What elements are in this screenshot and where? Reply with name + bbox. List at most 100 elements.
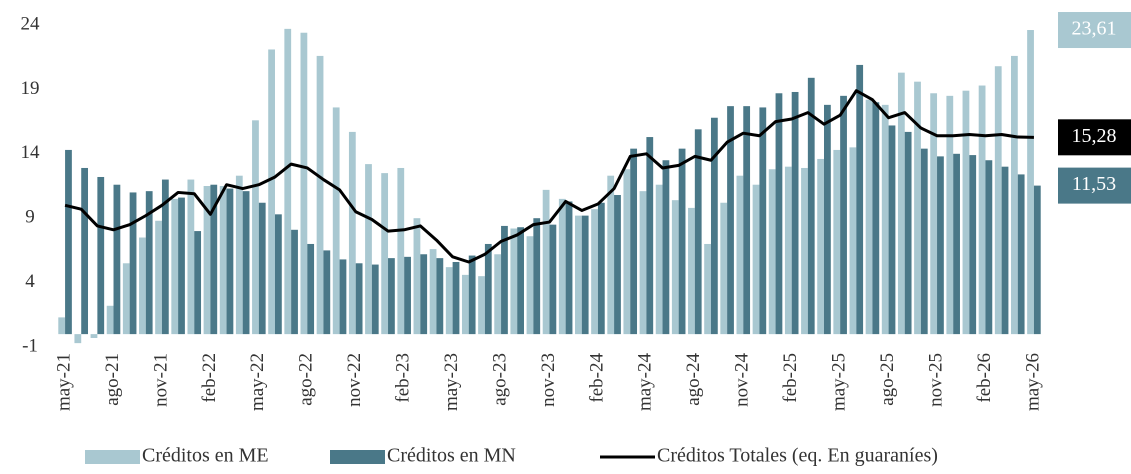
end-label: 11,53 <box>1072 173 1116 195</box>
bar <box>791 91 799 335</box>
bar <box>307 243 315 335</box>
bar <box>872 102 880 335</box>
bar <box>371 264 379 335</box>
bar <box>736 175 744 335</box>
bar <box>671 200 679 335</box>
bar <box>720 202 728 335</box>
x-tick-label: feb-24 <box>586 353 607 403</box>
bar <box>381 173 389 335</box>
x-tick-label: may-24 <box>635 353 656 412</box>
legend-label: Créditos en MN <box>387 445 516 467</box>
bar <box>752 184 760 335</box>
bar <box>242 191 250 335</box>
bar <box>332 107 340 335</box>
bar <box>268 49 275 335</box>
bar <box>549 224 557 335</box>
bar <box>300 32 308 335</box>
bar <box>904 131 912 335</box>
bar <box>784 166 792 335</box>
bar <box>365 164 372 335</box>
bar <box>881 104 889 335</box>
bar <box>833 149 841 335</box>
bar <box>323 250 331 335</box>
bar <box>607 175 615 335</box>
bar <box>1033 185 1041 335</box>
x-tick-label: ago-24 <box>683 353 704 406</box>
bar <box>558 198 566 335</box>
bar <box>526 236 534 335</box>
bar <box>807 77 815 335</box>
bar <box>316 55 324 335</box>
x-tick-label: may-22 <box>247 353 268 411</box>
x-tick-label: may-21 <box>53 353 74 411</box>
y-tick-label: 9 <box>25 207 35 228</box>
x-tick-label: nov-25 <box>925 353 946 407</box>
bar <box>461 274 469 335</box>
bar <box>614 195 621 335</box>
bar <box>445 267 453 335</box>
bar <box>65 149 72 335</box>
bar <box>484 243 492 335</box>
end-label: 23,61 <box>1072 18 1117 40</box>
bar <box>969 155 977 335</box>
bar <box>171 198 179 335</box>
bar <box>533 218 541 335</box>
bar <box>694 129 702 335</box>
x-tick-label: nov-23 <box>538 353 559 407</box>
bar <box>284 28 292 335</box>
bar <box>274 214 282 335</box>
end-label-box <box>1058 119 1131 156</box>
bar <box>1010 55 1018 335</box>
bar <box>639 191 647 335</box>
end-label: 15,28 <box>1072 125 1117 147</box>
bar <box>97 176 105 335</box>
bar <box>81 167 89 335</box>
bar <box>985 160 993 335</box>
legend-label: Créditos Totales (eq. En guaraníes) <box>657 445 938 467</box>
bar <box>817 158 825 335</box>
x-tick-label: nov-24 <box>732 353 753 407</box>
bar <box>219 186 227 335</box>
bar <box>630 148 638 335</box>
bar <box>768 169 776 335</box>
bar <box>759 107 767 335</box>
x-tick-label: ago-21 <box>102 353 123 406</box>
bar <box>468 255 476 335</box>
bar <box>953 153 960 335</box>
bar <box>58 317 66 335</box>
bar <box>1027 30 1034 335</box>
bar <box>122 263 130 335</box>
bar <box>978 85 986 335</box>
bar <box>937 156 944 335</box>
legend-swatch <box>330 450 385 464</box>
bar <box>865 99 873 335</box>
bar <box>655 184 663 335</box>
bar <box>420 254 428 335</box>
bar <box>710 117 718 335</box>
bar <box>161 179 169 335</box>
x-tick-label: feb-26 <box>974 353 995 403</box>
y-tick-label: -1 <box>22 335 38 356</box>
bar <box>139 237 146 335</box>
y-tick-label: 19 <box>21 78 40 99</box>
bar <box>129 192 137 335</box>
bar <box>397 167 405 335</box>
x-tick-label: may-25 <box>829 353 850 411</box>
bar <box>226 188 234 335</box>
bar <box>178 197 185 335</box>
bar <box>106 305 114 335</box>
bar <box>930 93 938 335</box>
bar <box>436 258 444 335</box>
bar <box>688 207 695 335</box>
end-label-box <box>1058 12 1131 49</box>
bar <box>452 261 460 335</box>
legend-swatch <box>85 450 140 464</box>
bar <box>90 334 98 338</box>
y-tick-label: 14 <box>21 142 41 163</box>
x-tick-label: feb-25 <box>780 353 801 403</box>
bar <box>235 175 243 335</box>
bar <box>348 131 356 335</box>
bar <box>581 215 589 335</box>
